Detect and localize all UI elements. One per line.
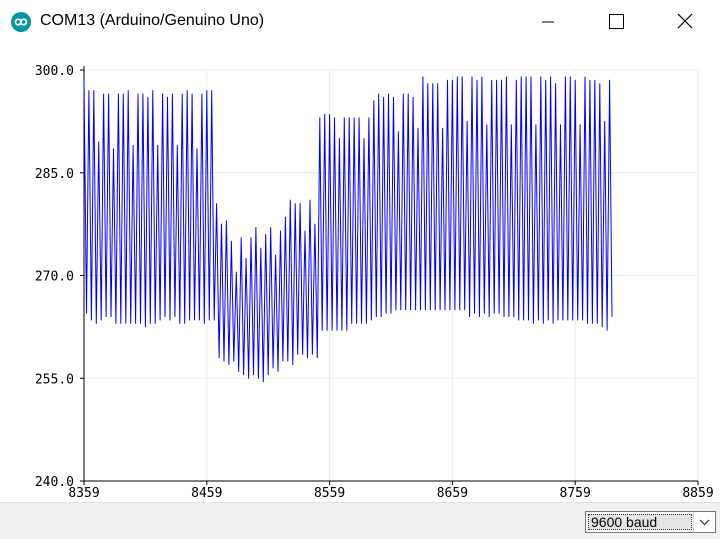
- x-tick-label: 8459: [191, 486, 222, 501]
- y-tick-label: 285.0: [35, 167, 74, 182]
- x-tick-labels: 8359 8459 8559 8659 8759 8859: [68, 486, 713, 501]
- x-tick-label: 8359: [68, 486, 99, 501]
- plot-series: [83, 76, 613, 383]
- arduino-infinity-icon: [11, 12, 31, 32]
- y-tick-label: 300.0: [35, 64, 74, 79]
- x-tick-label: 8559: [314, 486, 345, 501]
- y-tick-label: 270.0: [35, 270, 74, 285]
- y-tick-label: 255.0: [35, 372, 74, 387]
- y-tick-label: 240.0: [35, 475, 74, 490]
- serial-plot-chart: 240.0 255.0 270.0 285.0 300.0 8359 8459 8559 86…: [35, 64, 714, 501]
- chevron-down-icon: [699, 519, 710, 526]
- maximize-icon: [609, 14, 624, 29]
- y-tick-labels: 240.0 255.0 270.0 285.0 300.0: [35, 64, 74, 490]
- close-button[interactable]: [662, 0, 708, 44]
- baud-rate-select[interactable]: 9600 baud: [585, 511, 716, 533]
- series-line: [83, 76, 613, 383]
- baud-dropdown-button[interactable]: [693, 512, 715, 532]
- x-tick-label: 8859: [682, 486, 713, 501]
- close-icon: [677, 13, 693, 29]
- x-tick-label: 8759: [560, 486, 591, 501]
- minimize-icon: [542, 21, 554, 23]
- status-bar: 9600 baud: [0, 502, 720, 539]
- plot-area[interactable]: 240.0 255.0 270.0 285.0 300.0 8359 8459 8559 86…: [0, 44, 720, 502]
- window-title: COM13 (Arduino/Genuino Uno): [40, 12, 265, 29]
- minimize-button[interactable]: [525, 0, 571, 44]
- baud-rate-value[interactable]: 9600 baud: [588, 514, 692, 530]
- plot-axes: [80, 66, 699, 485]
- maximize-button[interactable]: [593, 0, 639, 44]
- x-tick-label: 8659: [437, 486, 468, 501]
- title-bar[interactable]: COM13 (Arduino/Genuino Uno): [0, 0, 720, 44]
